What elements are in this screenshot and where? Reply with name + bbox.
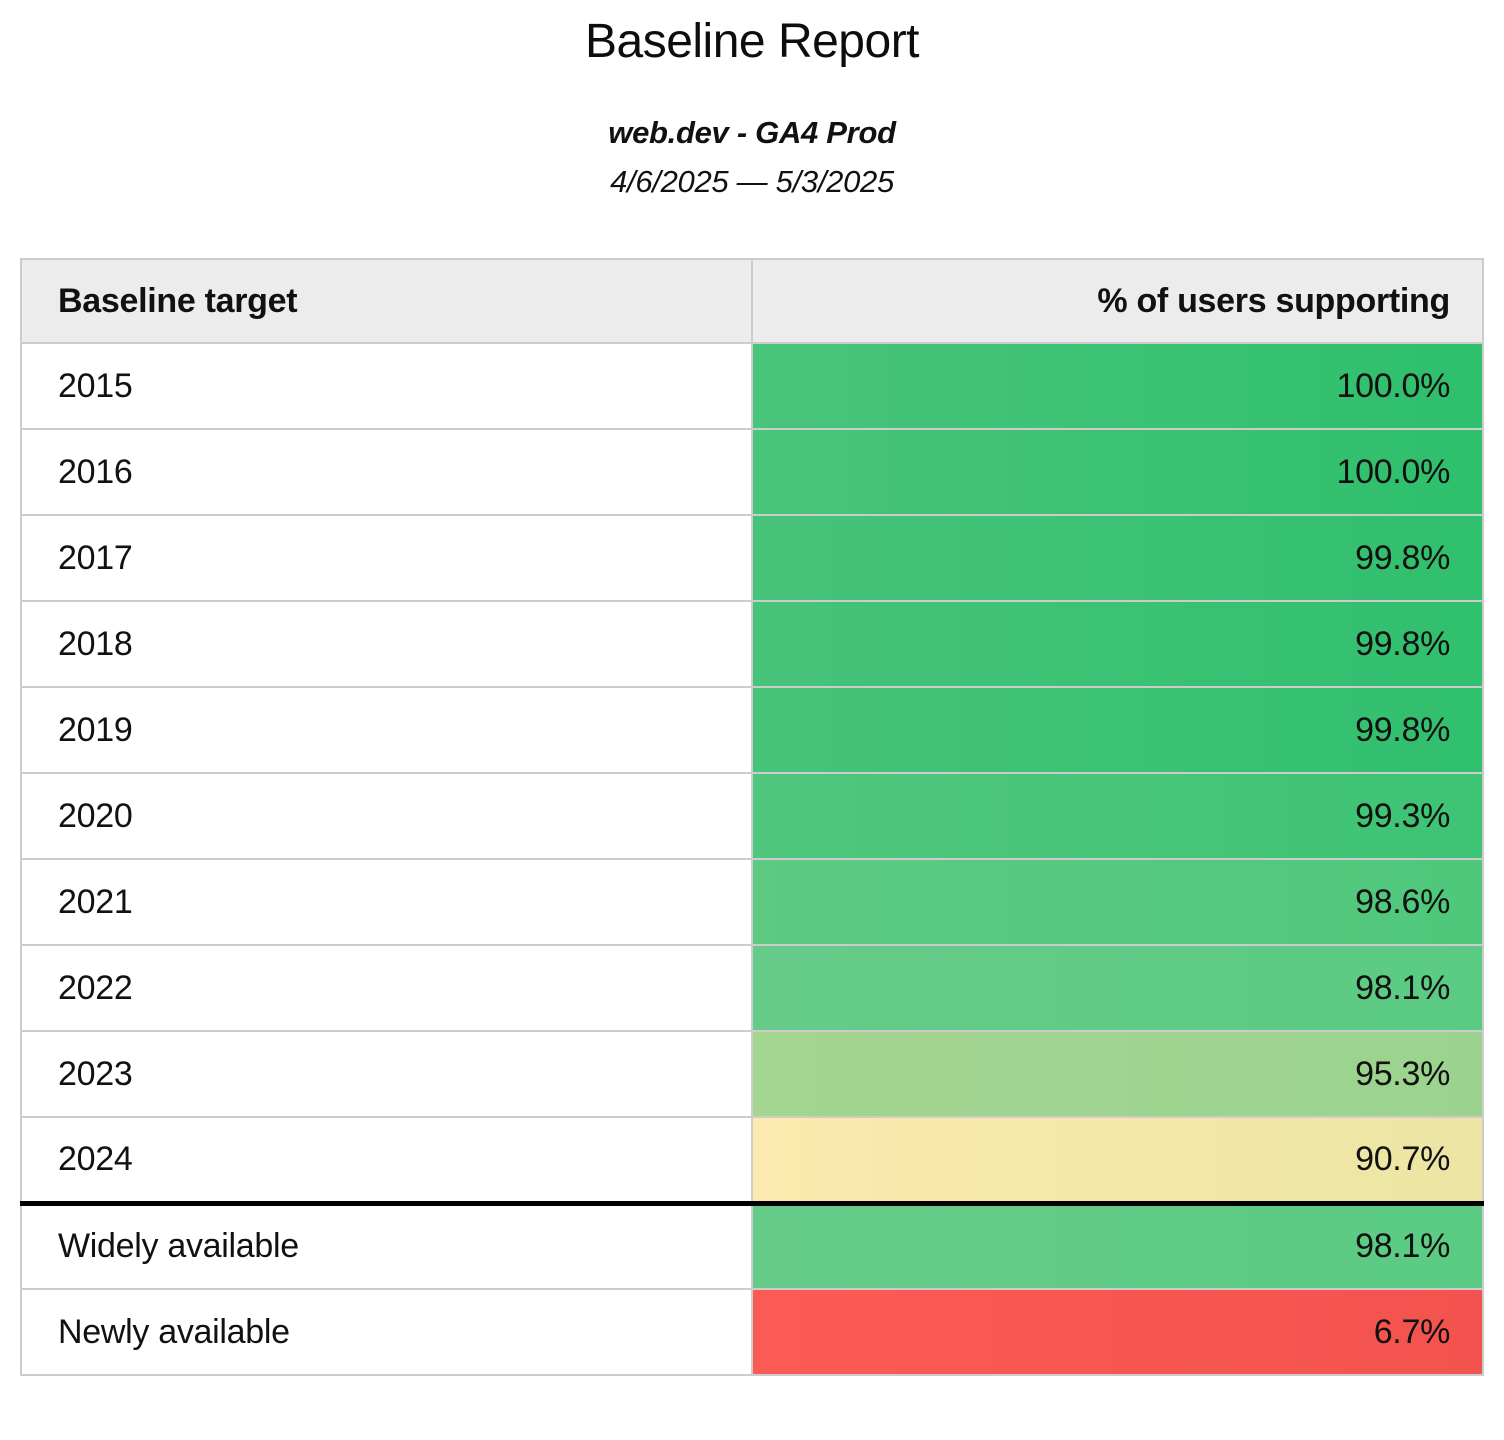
baseline-target-cell: Newly available bbox=[20, 1288, 753, 1376]
baseline-target-cell: 2022 bbox=[20, 944, 753, 1032]
table-row: 2017 99.8% bbox=[20, 514, 1484, 602]
table-row: 2022 98.1% bbox=[20, 944, 1484, 1032]
table-row: 2015 100.0% bbox=[20, 342, 1484, 430]
baseline-target-cell: 2021 bbox=[20, 858, 753, 946]
baseline-target-cell: 2016 bbox=[20, 428, 753, 516]
table-head: Baseline target % of users supporting bbox=[20, 258, 1484, 344]
percent-supporting-cell: 99.8% bbox=[751, 514, 1484, 602]
percent-supporting-cell: 100.0% bbox=[751, 342, 1484, 430]
page-title: Baseline Report bbox=[584, 15, 920, 68]
table-body: 2015 100.0% 2016 100.0% 2017 99.8% 2018 99.8% 20… bbox=[20, 342, 1484, 1376]
baseline-target-cell: 2020 bbox=[20, 772, 753, 860]
table-row: 2020 99.3% bbox=[20, 772, 1484, 860]
baseline-target-cell: 2024 bbox=[20, 1116, 753, 1204]
report-source: web.dev - GA4 Prod bbox=[608, 115, 896, 150]
table-row: Widely available 98.1% bbox=[20, 1200, 1484, 1290]
percent-supporting-cell: 98.1% bbox=[751, 1200, 1484, 1290]
percent-supporting-cell: 95.3% bbox=[751, 1030, 1484, 1118]
percent-supporting-cell: 98.1% bbox=[751, 944, 1484, 1032]
column-header-percent-supporting: % of users supporting bbox=[751, 258, 1484, 344]
baseline-target-cell: 2017 bbox=[20, 514, 753, 602]
baseline-target-cell: 2019 bbox=[20, 686, 753, 774]
baseline-target-cell: 2015 bbox=[20, 342, 753, 430]
baseline-target-cell: 2023 bbox=[20, 1030, 753, 1118]
table-row: 2019 99.8% bbox=[20, 686, 1484, 774]
baseline-target-cell: Widely available bbox=[20, 1200, 753, 1290]
table-row: Newly available 6.7% bbox=[20, 1288, 1484, 1376]
table-row: 2024 90.7% bbox=[20, 1116, 1484, 1204]
table-header-row: Baseline target % of users supporting bbox=[20, 258, 1484, 344]
baseline-report-table: Baseline target % of users supporting 20… bbox=[20, 258, 1484, 1376]
column-header-baseline-target: Baseline target bbox=[20, 258, 753, 344]
report-header: Baseline Report web.dev - GA4 Prod 4/6/2… bbox=[0, 14, 1504, 200]
baseline-target-cell: 2018 bbox=[20, 600, 753, 688]
report-date-range: 4/6/2025 — 5/3/2025 bbox=[610, 164, 894, 199]
percent-supporting-cell: 99.8% bbox=[751, 600, 1484, 688]
table-row: 2023 95.3% bbox=[20, 1030, 1484, 1118]
percent-supporting-cell: 99.8% bbox=[751, 686, 1484, 774]
percent-supporting-cell: 99.3% bbox=[751, 772, 1484, 860]
percent-supporting-cell: 6.7% bbox=[751, 1288, 1484, 1376]
table-row: 2018 99.8% bbox=[20, 600, 1484, 688]
percent-supporting-cell: 100.0% bbox=[751, 428, 1484, 516]
percent-supporting-cell: 98.6% bbox=[751, 858, 1484, 946]
table-row: 2021 98.6% bbox=[20, 858, 1484, 946]
table-row: 2016 100.0% bbox=[20, 428, 1484, 516]
percent-supporting-cell: 90.7% bbox=[751, 1116, 1484, 1204]
